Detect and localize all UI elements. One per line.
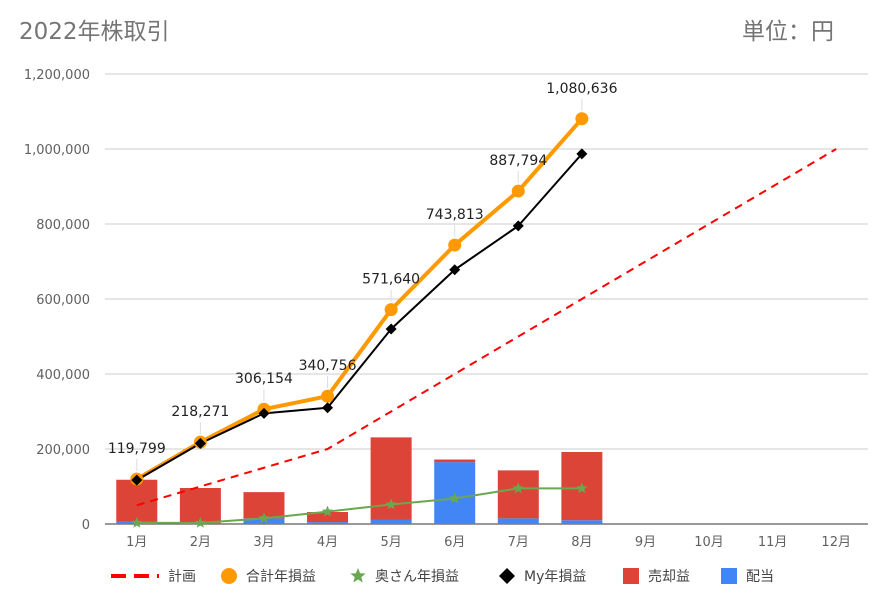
unit-label: 単位：円: [742, 19, 834, 45]
data-point: [385, 498, 397, 510]
data-label: 571,640: [362, 272, 420, 288]
legend-label: My年損益: [524, 569, 587, 585]
legend-label: 売却益: [648, 569, 690, 585]
legend-square: [721, 568, 737, 584]
legend-item: 配当: [718, 562, 774, 590]
legend-label: 配当: [746, 569, 774, 585]
data-point: [449, 264, 461, 276]
y-tick-label: 0: [82, 518, 90, 533]
legend-item: My年損益: [496, 562, 586, 590]
legend-label: 計画: [168, 569, 196, 585]
x-tick-label: 3月: [253, 535, 274, 550]
data-label: 218,271: [171, 404, 229, 420]
data-point: [194, 516, 207, 528]
bar-segment: [370, 519, 412, 524]
legend-symbol: [221, 568, 237, 584]
data-point: [131, 474, 143, 486]
legend-symbol: [721, 568, 737, 584]
data-label: 743,813: [426, 207, 484, 223]
legend-symbol: [499, 568, 515, 584]
chart-title: 2022年株取引: [19, 19, 170, 45]
legend-star: [350, 568, 366, 583]
data-point: [448, 238, 462, 252]
y-tick-label: 400,000: [36, 368, 90, 383]
data-point: [576, 148, 588, 160]
legend-symbol: [111, 574, 159, 578]
series-line: [136, 148, 837, 507]
legend-square: [623, 568, 639, 584]
legend-label: 合計年損益: [246, 569, 316, 585]
bar-segment: [307, 522, 349, 524]
legend-diamond: [499, 568, 515, 584]
legend-label: 奥さん年損益: [375, 569, 459, 585]
x-tick-label: 10月: [694, 535, 724, 550]
data-point: [258, 512, 270, 524]
legend-item: 売却益: [620, 562, 690, 590]
data-point: [512, 482, 524, 494]
y-tick-label: 200,000: [36, 443, 90, 458]
chart-legend: 計画 合計年損益 奥さん年損益 My年損益 売却益 配当: [0, 562, 884, 592]
data-point: [131, 516, 143, 528]
bar-segment: [561, 520, 603, 524]
bar-segment: [307, 512, 349, 523]
legend-symbol: [350, 568, 366, 583]
series-line: [136, 487, 582, 524]
data-point: [511, 184, 525, 198]
y-tick-label: 1,200,000: [24, 68, 90, 83]
x-tick-label: 6月: [444, 535, 465, 550]
series-line: [136, 153, 583, 481]
bar-segment: [434, 459, 476, 463]
y-tick-label: 1,000,000: [24, 143, 90, 158]
data-label: 887,794: [489, 153, 547, 169]
x-tick-label: 4月: [317, 535, 338, 550]
x-tick-label: 1月: [126, 535, 147, 550]
x-tick-label: 7月: [508, 535, 529, 550]
x-tick-label: 11月: [758, 535, 788, 550]
legend-circle: [221, 568, 237, 584]
x-tick-label: 9月: [635, 535, 656, 550]
x-tick-label: 8月: [571, 535, 592, 550]
data-point: [449, 492, 461, 504]
x-tick-label: 12月: [821, 535, 851, 550]
data-point: [322, 402, 334, 414]
data-label: 340,756: [299, 358, 357, 374]
legend-item: 奥さん年損益: [347, 562, 459, 590]
y-tick-label: 800,000: [36, 218, 90, 233]
data-point: [321, 505, 334, 517]
x-tick-label: 5月: [380, 535, 401, 550]
bar-segment: [497, 518, 539, 524]
legend-item: 合計年損益: [218, 562, 316, 590]
data-point: [258, 407, 270, 419]
legend-symbol: [623, 568, 639, 584]
bar-segment: [243, 518, 285, 524]
data-point: [575, 112, 589, 126]
chart-canvas: 119,799 218,271 306,154 340,756 571,640 743,8…: [24, 68, 868, 550]
data-label: 1,080,636: [546, 81, 617, 97]
data-label: 119,799: [108, 441, 166, 457]
series-line: [135, 117, 584, 481]
data-point: [385, 323, 397, 335]
data-point: [321, 389, 335, 403]
bar-segment: [497, 470, 539, 519]
x-tick-label: 2月: [190, 535, 211, 550]
legend-item: 計画: [108, 562, 196, 590]
data-point: [512, 220, 524, 232]
y-tick-label: 600,000: [36, 293, 90, 308]
bar-segment: [370, 437, 412, 520]
data-point: [194, 437, 206, 449]
data-point: [576, 482, 588, 494]
data-label: 306,154: [235, 371, 293, 387]
data-point: [384, 303, 398, 317]
